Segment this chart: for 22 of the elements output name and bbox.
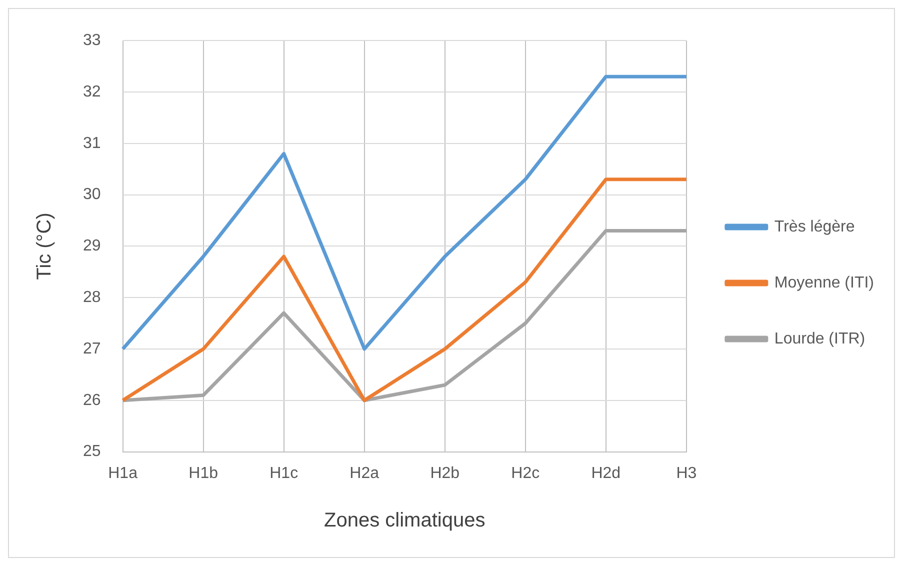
y-tick-label: 31 [83, 134, 101, 152]
y-tick-label: 32 [83, 83, 101, 100]
x-tick-label: H2c [511, 464, 540, 482]
x-tick-label: H1a [108, 464, 138, 482]
y-tick-label: 33 [83, 32, 101, 50]
y-tick-label: 26 [83, 392, 101, 409]
y-tick-label: 29 [83, 238, 101, 255]
y-axis-title: Tic (°C) [34, 212, 56, 280]
x-tick-label: H2a [350, 464, 380, 482]
x-tick-label: H3 [676, 464, 697, 482]
x-tick-label: H1b [188, 464, 218, 482]
y-tick-label: 30 [83, 186, 101, 204]
y-tick-label: 25 [83, 443, 101, 460]
legend-label: Moyenne (ITI) [774, 274, 874, 292]
y-tick-label: 28 [83, 289, 101, 306]
x-tick-label: H2b [430, 464, 460, 482]
legend-label: Lourde (ITR) [774, 330, 866, 348]
x-tick-label: H2d [591, 464, 621, 482]
x-tick-label: H1c [270, 464, 298, 482]
y-tick-label: 27 [83, 340, 101, 358]
x-axis-title: Zones climatiques [324, 510, 486, 532]
legend-label: Très légère [774, 218, 855, 236]
